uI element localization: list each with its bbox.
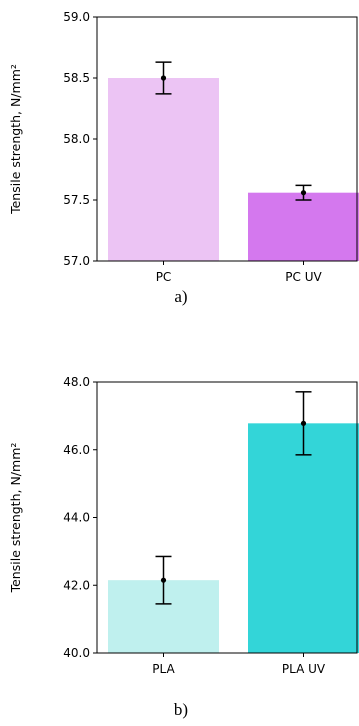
- y-axis-label: Tensile strength, N/mm²: [8, 64, 23, 215]
- error-bar-pla: [155, 555, 172, 605]
- y-tick-label: 57.0: [63, 254, 90, 268]
- error-bar-pc-uv: [295, 184, 312, 201]
- y-tick-label: 57.5: [63, 193, 90, 207]
- y-tick-label: 59.0: [63, 10, 90, 24]
- bar-pc: [108, 78, 219, 261]
- y-tick-label: 46.0: [63, 443, 90, 457]
- mean-point: [160, 577, 167, 583]
- y-tick-label: 58.0: [63, 132, 90, 146]
- mean-point: [300, 420, 307, 426]
- mean-point: [300, 190, 307, 196]
- y-tick-label: 48.0: [63, 375, 90, 389]
- panel-caption: b): [174, 700, 188, 719]
- error-bar-pla-uv: [295, 391, 312, 456]
- y-tick-label: 44.0: [63, 511, 90, 525]
- error-bar-pc: [155, 61, 172, 95]
- y-tick-label: 58.5: [63, 71, 90, 85]
- x-tick-label: PC: [156, 270, 172, 284]
- bar-pla-uv: [248, 423, 359, 653]
- x-tick-label: PLA: [152, 662, 175, 676]
- chart-panel-0: 57.0 57.5 58.0 58.5 59.0 PC PC UV Tensile stren…: [8, 10, 359, 306]
- panel-caption: a): [174, 287, 187, 306]
- mean-point: [160, 75, 167, 81]
- bar-pc-uv: [248, 192, 359, 261]
- y-tick-label: 42.0: [63, 578, 90, 592]
- x-tick-label: PLA UV: [282, 662, 326, 676]
- x-tick-label: PC UV: [285, 270, 322, 284]
- y-tick-label: 40.0: [63, 646, 90, 660]
- y-axis-label: Tensile strength, N/mm²: [8, 443, 23, 594]
- chart-panel-1: 40.0 42.0 44.0 46.0 48.0 PLA PLA UV Tensile str…: [8, 375, 359, 719]
